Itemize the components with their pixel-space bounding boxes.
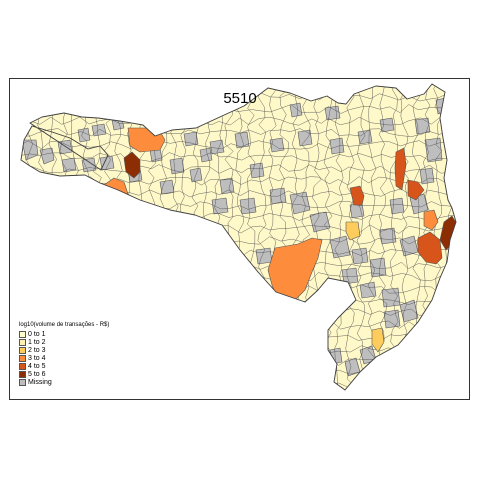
legend-label: 5 to 6 <box>28 370 46 378</box>
municipality-3-to-4 <box>423 209 439 231</box>
missing-municipality <box>389 197 405 215</box>
legend-item: 1 to 2 <box>19 338 109 346</box>
municipality-2-to-3 <box>371 327 385 353</box>
legend-item: Missing <box>19 378 109 386</box>
missing-municipality <box>369 257 387 278</box>
legend-label: 2 to 3 <box>28 346 46 354</box>
legend-item: 4 to 5 <box>19 362 109 370</box>
legend-item: 0 to 1 <box>19 330 109 338</box>
municipality-5-to-6 <box>123 151 141 179</box>
missing-municipality <box>249 162 265 179</box>
missing-municipality <box>39 147 55 165</box>
missing-municipality <box>297 129 313 147</box>
missing-municipality <box>329 137 345 155</box>
border-line <box>180 84 190 390</box>
missing-municipality <box>199 147 213 163</box>
border-line <box>334 84 344 390</box>
border-line <box>389 84 399 390</box>
border-line <box>21 152 456 162</box>
missing-municipality <box>239 197 257 215</box>
map-title: 5510 <box>223 90 257 107</box>
legend-item: 5 to 6 <box>19 370 109 378</box>
legend-label: 4 to 5 <box>28 362 46 370</box>
border-line <box>21 164 456 174</box>
legend-swatch <box>19 378 26 386</box>
border-line <box>21 393 462 402</box>
missing-municipality <box>61 157 77 173</box>
municipalities-layer <box>21 84 462 402</box>
border-line <box>21 128 456 137</box>
municipality-4-to-5 <box>417 231 443 265</box>
legend-label: 3 to 4 <box>28 354 46 362</box>
missing-municipality <box>379 117 395 133</box>
legend-item: 2 to 3 <box>19 346 109 354</box>
border-line <box>158 84 168 390</box>
missing-municipality <box>159 179 175 195</box>
legend-title: log10(volume de transações - R$) <box>19 322 110 328</box>
border-line <box>169 84 179 390</box>
legend-swatch <box>19 370 26 378</box>
missing-municipality <box>341 267 359 285</box>
legend-item: 3 to 4 <box>19 354 109 362</box>
missing-municipality <box>351 247 369 265</box>
municipality-4-to-5 <box>349 185 365 206</box>
municipality-4-to-5 <box>394 147 407 191</box>
legend-label: 0 to 1 <box>28 330 46 338</box>
legend-label: Missing <box>28 378 52 386</box>
border-line <box>21 116 456 126</box>
legend-label: 1 to 2 <box>28 338 46 346</box>
municipality-2-to-3 <box>345 221 361 241</box>
state-boundary <box>20 83 457 391</box>
border-line <box>356 84 366 390</box>
municipality-3-to-4 <box>267 237 323 306</box>
legend-swatch <box>19 338 26 346</box>
missing-municipality <box>424 137 443 163</box>
missing-municipality <box>169 157 185 175</box>
border-line <box>21 140 456 150</box>
legend-swatch <box>19 354 26 362</box>
missing-municipality <box>383 309 401 329</box>
municipality-4-to-5 <box>407 179 425 201</box>
missing-municipality <box>414 117 431 135</box>
missing-municipality <box>324 105 341 121</box>
legend-swatch <box>19 346 26 354</box>
legend-swatch <box>19 362 26 370</box>
missing-municipality <box>255 247 273 265</box>
missing-municipality <box>329 235 351 259</box>
border-line <box>147 84 157 390</box>
legend-swatch <box>19 330 26 338</box>
missing-municipality <box>357 129 373 145</box>
municipality-3-to-4 <box>127 127 166 153</box>
missing-municipality <box>399 299 419 323</box>
missing-municipality <box>183 131 199 147</box>
missing-municipality <box>419 167 435 185</box>
missing-municipality <box>381 287 401 308</box>
missing-municipality <box>379 227 397 245</box>
